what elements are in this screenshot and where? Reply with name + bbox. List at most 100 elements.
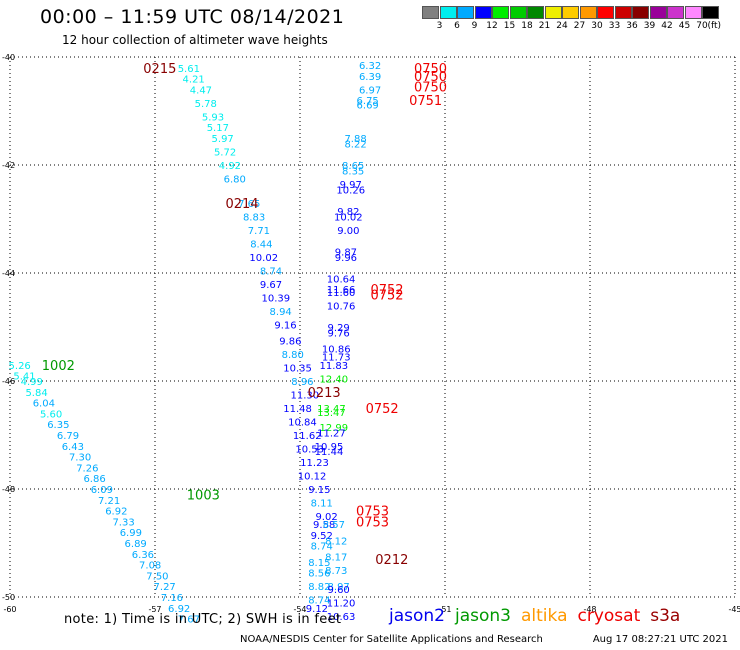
swh-value-label: 10.12: [298, 472, 327, 483]
swh-value-label: 9.12: [306, 604, 328, 615]
swh-value-label: 5.84: [25, 388, 47, 399]
swh-value-label: 10.95: [315, 442, 344, 453]
swh-value-label: 10.02: [334, 212, 363, 223]
swh-value-label: 10.53: [295, 445, 324, 456]
swh-value-label: 12.40: [320, 374, 349, 385]
credit-line: NOAA/NESDIS Center for Satellite Applica…: [240, 634, 730, 645]
swh-value-label: 9.67: [260, 280, 282, 291]
swh-value-label: 11.44: [315, 447, 344, 458]
pass-time-label: 0753: [356, 515, 389, 530]
color-swatch: [492, 6, 509, 19]
swh-value-label: 7.30: [69, 453, 91, 464]
swh-value-label: 8.74: [260, 266, 282, 277]
swh-value-label: 4.92: [219, 161, 241, 172]
swh-value-label: 8.15: [308, 558, 330, 569]
color-scale-tick: 12: [486, 21, 498, 31]
color-scale-tick: 30: [591, 21, 603, 31]
swh-value-label: 6.39: [359, 72, 381, 83]
swh-value-label: 7.08: [139, 561, 161, 572]
swh-value-label: 6.09: [91, 485, 113, 496]
legend-item-altika: altika: [521, 606, 568, 626]
color-scale-tick: 27: [573, 21, 586, 31]
color-swatch: [544, 6, 562, 19]
swh-value-label: 10.26: [336, 185, 365, 196]
swh-value-label: 6.97: [359, 85, 381, 96]
swh-value-label: 8.57: [323, 520, 345, 531]
color-scale-tick: 33: [608, 21, 621, 31]
swh-value-label: 10.76: [327, 301, 356, 312]
color-swatch: [562, 6, 579, 19]
color-scale-tick: 15: [503, 21, 516, 31]
swh-value-label: 7.65: [238, 199, 260, 210]
swh-value-label: 10.39: [262, 293, 291, 304]
color-swatch: [597, 6, 614, 19]
swh-value-label: 8.56: [308, 569, 330, 580]
legend-item-cryosat: cryosat: [577, 606, 641, 626]
swh-value-label: 8.22: [344, 139, 366, 150]
swh-value-label: 8.94: [270, 307, 292, 318]
swh-value-label: 8.73: [325, 566, 347, 577]
swh-value-label: 10.02: [249, 253, 278, 264]
swh-value-label: 11.83: [320, 361, 349, 372]
y-tick-label: -42: [2, 161, 15, 170]
x-tick-label: -60: [3, 605, 16, 614]
pass-time-label: 0214: [225, 197, 258, 212]
color-swatch: [614, 6, 632, 19]
color-scale-unit: (ft): [707, 21, 722, 31]
swh-value-label: 7.27: [154, 582, 176, 593]
swh-value-label: 7.67: [178, 615, 200, 626]
pass-time-label: 0750: [414, 81, 447, 96]
swh-value-label: 7.33: [112, 517, 134, 528]
swh-value-label: 5.97: [212, 134, 234, 145]
color-swatch: [579, 6, 597, 19]
pass-time-label: 0750: [414, 70, 447, 85]
color-swatch: [439, 6, 457, 19]
x-tick-label: -45: [728, 605, 740, 614]
legend-item-jason3: jason3: [455, 606, 511, 626]
swh-value-label: 8.96: [291, 377, 313, 388]
generated-timestamp: Aug 17 08:27:21 UTC 2021: [592, 634, 728, 645]
swh-value-label: 9.60: [328, 585, 350, 596]
pass-time-label: 0215: [143, 62, 176, 77]
color-scale-legend: 3 6 9 12 15 18 21 24 27 30 33 36 39 42 45 70 (ft): [422, 6, 727, 34]
swh-value-label: 9.82: [337, 207, 359, 218]
swh-value-label: 8.74: [311, 542, 333, 553]
swh-value-label: 5.41: [13, 372, 35, 383]
swh-value-label: 8.97: [328, 582, 350, 593]
x-tick-label: -57: [148, 605, 161, 614]
pass-time-label: 0752: [370, 289, 403, 304]
swh-value-label: 5.93: [202, 112, 224, 123]
swh-value-label: 11.30: [291, 391, 320, 402]
swh-value-label: 7.88: [344, 134, 366, 145]
y-tick-label: -44: [2, 269, 15, 278]
swh-value-label: 10.63: [327, 612, 356, 623]
color-swatch: [474, 6, 492, 19]
swh-value-label: 11.66: [327, 285, 356, 296]
swh-value-label: 10.64: [327, 274, 356, 285]
swh-value-label: 5.72: [214, 148, 236, 159]
color-swatch: [509, 6, 527, 19]
swh-value-label: 8.83: [243, 212, 265, 223]
pass-time-label: 0750: [414, 62, 447, 77]
swh-value-label: 7.21: [98, 496, 120, 507]
swh-value-label: 6.89: [125, 539, 147, 550]
color-scale-tick: 3: [436, 21, 443, 31]
swh-value-label: 9.58: [313, 520, 335, 531]
swh-value-label: 9.52: [311, 531, 333, 542]
pass-time-label: 0752: [370, 283, 403, 298]
swh-value-label: 9.02: [315, 512, 337, 523]
swh-value-label: 6.92: [168, 604, 190, 615]
x-tick-label: -54: [293, 605, 306, 614]
pass-time-label: 0213: [308, 386, 341, 401]
swh-value-label: 6.69: [357, 101, 379, 112]
color-scale-tick: 9: [471, 21, 478, 31]
color-swatch: [684, 6, 702, 19]
page-subtitle: 12 hour collection of altimeter wave hei…: [62, 33, 328, 47]
swh-value-label: 6.04: [33, 399, 55, 410]
swh-value-label: 7.50: [146, 571, 168, 582]
swh-value-label: 13.47: [317, 404, 346, 415]
swh-value-label: 8.11: [311, 499, 333, 510]
swh-value-label: 8.80: [282, 350, 304, 361]
y-tick-label: -48: [2, 485, 15, 494]
swh-value-label: 11.23: [300, 458, 329, 469]
